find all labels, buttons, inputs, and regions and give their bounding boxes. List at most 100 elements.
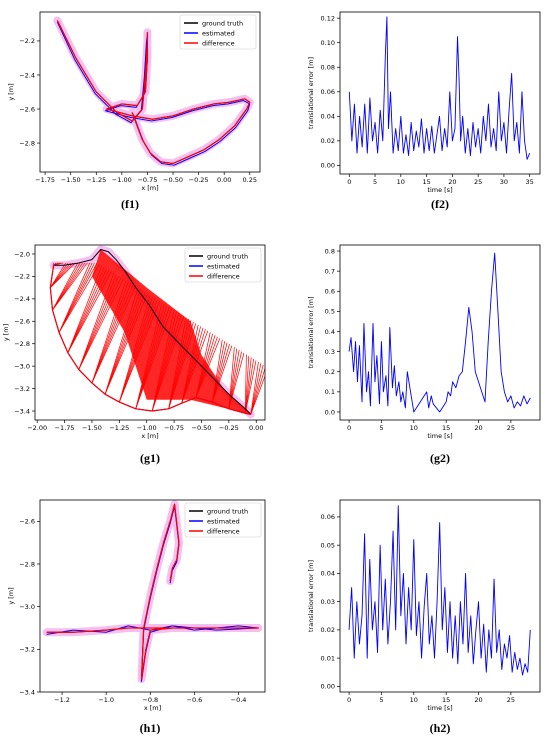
x-tick-label: −0.25 — [219, 424, 239, 432]
x-tick-label: 5 — [373, 178, 377, 186]
legend: ground truth estimated difference — [184, 247, 262, 283]
x-tick-label: −1.25 — [86, 176, 106, 184]
series-line-error — [348, 505, 531, 676]
difference-segment — [250, 367, 265, 415]
x-tick-label: −2.00 — [27, 424, 47, 432]
axes-frame — [39, 11, 261, 173]
x-axis-label: x [m] — [144, 704, 161, 712]
y-tick-label: 0.12 — [321, 14, 335, 22]
y-tick-label: 0.06 — [321, 88, 335, 96]
plot-area — [348, 505, 531, 676]
x-tick-label: −0.50 — [163, 176, 183, 184]
axes-frame — [339, 499, 541, 693]
x-tick-label: −1.2 — [54, 696, 70, 704]
y-tick-label: −3.0 — [14, 362, 30, 370]
y-tick-label: −2.6 — [19, 105, 35, 113]
x-axis-label: x [m] — [141, 432, 158, 440]
y-axis-label: translational error [m] — [307, 296, 315, 368]
x-tick-label: −0.8 — [142, 696, 158, 704]
x-tick-label: −0.6 — [187, 696, 203, 704]
axes-frame — [34, 244, 266, 421]
legend-box — [184, 502, 262, 538]
x-tick-label: −1.0 — [98, 696, 114, 704]
legend: ground truth estimated difference — [184, 502, 262, 538]
series-line-error — [348, 252, 531, 413]
legend-label: estimated — [207, 517, 240, 525]
y-tick-label: 0.5 — [325, 308, 335, 316]
x-tick-label: 10 — [410, 424, 418, 432]
series-line-error — [348, 16, 531, 160]
x-tick-label: −0.25 — [189, 176, 209, 184]
x-tick-label: 20 — [448, 178, 456, 186]
panel-h1: −1.2 −1.0 −0.8 −0.6 −0.4 −2.6 −2.8 −3.0 −3.2 −3.4… — [7, 499, 266, 735]
y-tick-label: −3.2 — [14, 385, 30, 393]
x-tick-label: −1.00 — [112, 176, 132, 184]
difference-segment — [244, 358, 254, 414]
y-tick-label: 0.1 — [325, 388, 335, 396]
y-tick-label: −3.2 — [19, 646, 35, 654]
x-tick-label: −1.50 — [82, 424, 102, 432]
legend: ground truth estimated difference — [179, 14, 257, 50]
y-tick-label: −3.4 — [14, 407, 30, 415]
y-tick-label: 0.04 — [321, 113, 335, 121]
panel-label: (h2) — [430, 721, 451, 735]
difference-segment — [250, 364, 264, 415]
axes-frame — [339, 244, 541, 421]
series-line-difference — [56, 20, 251, 165]
difference-segment — [52, 262, 88, 311]
x-tick-label: 35 — [526, 178, 534, 186]
x-tick-label: 0.00 — [249, 424, 263, 432]
x-tick-label: 5 — [379, 696, 383, 704]
y-tick-label: 0.05 — [321, 541, 335, 549]
x-tick-label: 5 — [379, 424, 383, 432]
difference-fill — [91, 249, 251, 415]
legend-box — [179, 14, 257, 50]
x-tick-label: 25 — [507, 696, 515, 704]
x-tick-label: 10 — [397, 178, 405, 186]
difference-segment — [58, 262, 95, 333]
difference-segment — [58, 262, 91, 333]
x-tick-label: −1.75 — [35, 176, 55, 184]
panel-label: (g1) — [140, 451, 160, 465]
y-tick-label: 0.00 — [321, 683, 335, 691]
difference-segment — [250, 375, 265, 415]
panel-label: (g2) — [430, 451, 450, 465]
axes-frame — [339, 11, 541, 175]
difference-segment — [244, 360, 257, 414]
y-tick-label: −2.0 — [14, 250, 30, 258]
axes-frame — [39, 499, 266, 693]
y-tick-label: 0.6 — [325, 288, 335, 296]
plot-area — [348, 252, 531, 413]
difference-segment — [50, 262, 76, 288]
y-tick-label: 0.06 — [321, 513, 335, 521]
x-tick-label: −0.75 — [137, 176, 157, 184]
difference-segment — [244, 354, 247, 414]
x-tick-label: 15 — [442, 424, 450, 432]
x-tick-label: 0.25 — [243, 176, 257, 184]
y-tick-label: −2.2 — [14, 273, 30, 281]
y-axis-label: translational error [m] — [307, 560, 315, 632]
plot-area — [49, 245, 265, 419]
x-axis-label: x [m] — [141, 184, 158, 192]
panel-f1: −1.75 −1.50 −1.25 −1.00 −0.75 −0.50 −0.25 0.00 0… — [7, 11, 261, 211]
y-tick-label: 0.0 — [325, 408, 335, 416]
x-tick-label: −0.75 — [164, 424, 184, 432]
x-tick-label: 0 — [347, 696, 351, 704]
y-tick-label: 0.08 — [321, 64, 335, 72]
y-axis-label: y [m] — [2, 324, 10, 341]
y-tick-label: 0.01 — [321, 654, 335, 662]
y-tick-label: 0.8 — [325, 247, 335, 255]
x-tick-label: 15 — [442, 696, 450, 704]
legend-label: estimated — [207, 262, 240, 270]
panel-label: (f1) — [121, 197, 139, 211]
panel-g2: 0 5 10 15 20 25 0.0 0.1 0.2 0.3 0.4 0.5 0.6 0.7 0.8 tim… — [307, 244, 541, 465]
x-tick-label: −0.4 — [231, 696, 247, 704]
legend-label: ground truth — [207, 507, 248, 515]
x-tick-label: 20 — [474, 696, 482, 704]
panel-h2: 0 5 10 15 20 25 0.00 0.01 0.02 0.03 0.04 0.05 0.06 ti… — [307, 499, 541, 735]
x-tick-label: 15 — [422, 178, 430, 186]
y-tick-label: −2.6 — [14, 318, 30, 326]
x-tick-label: 20 — [474, 424, 482, 432]
series-line-ground-truth — [53, 248, 252, 415]
y-tick-label: −2.8 — [19, 560, 35, 568]
